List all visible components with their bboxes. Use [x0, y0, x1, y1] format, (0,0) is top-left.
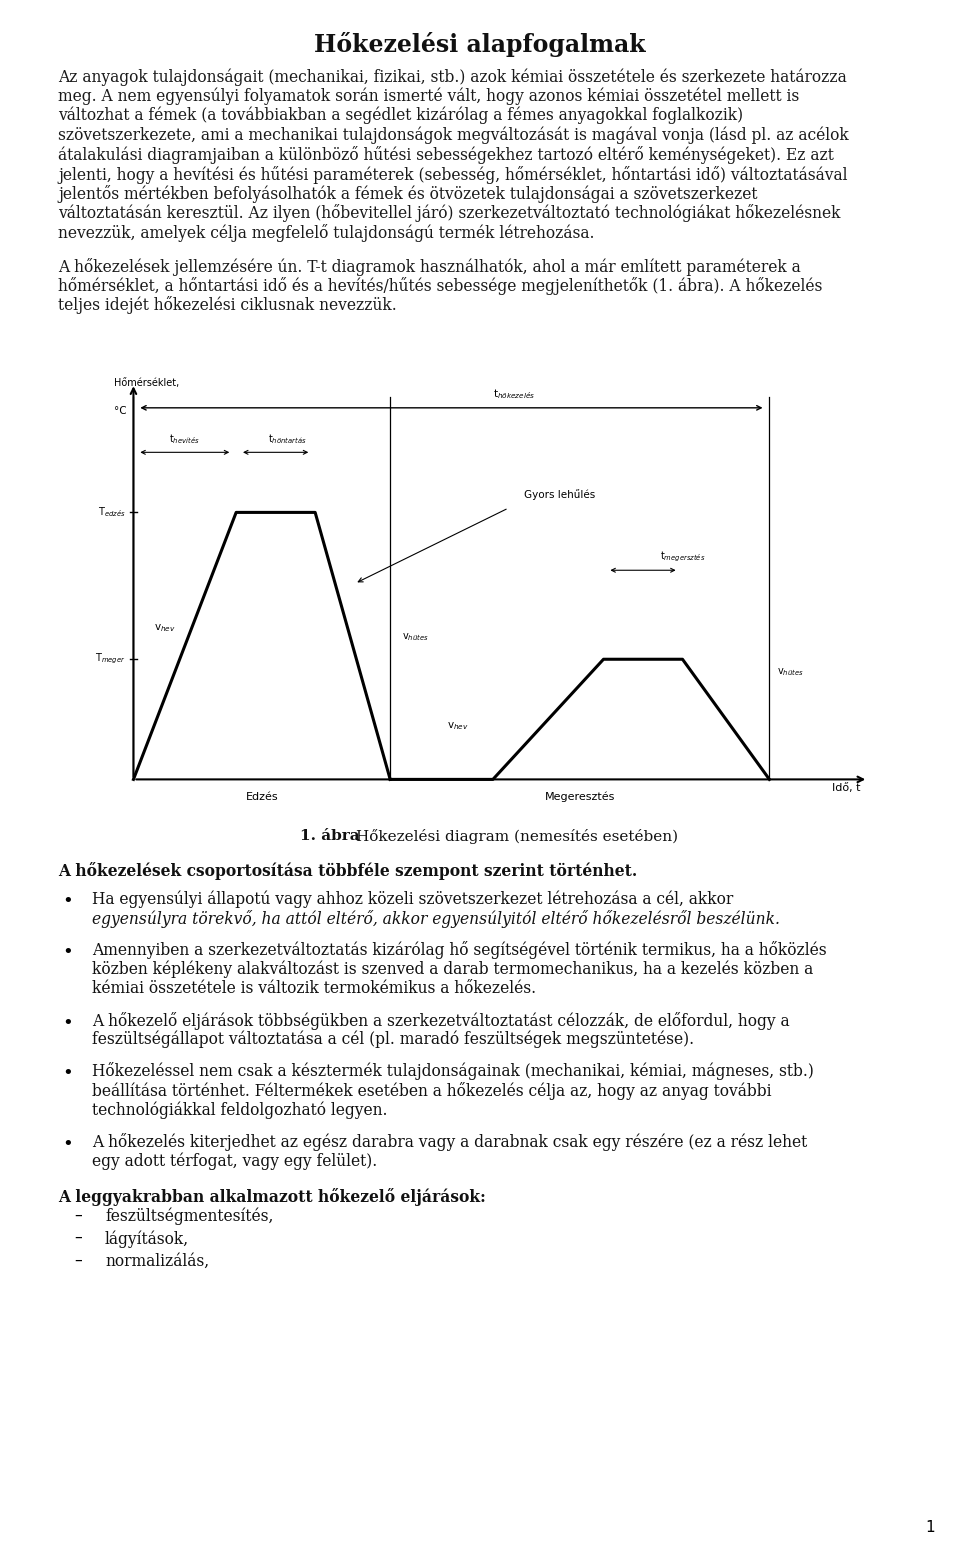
- Text: T$_{meger}$: T$_{meger}$: [95, 652, 126, 666]
- Text: t$_{hökezelés}$: t$_{hökezelés}$: [493, 387, 536, 401]
- Text: egy adott térfogat, vagy egy felület).: egy adott térfogat, vagy egy felület).: [92, 1152, 377, 1169]
- Text: hőmérséklet, a hőntartási idő és a hevítés/hűtés sebessége megjeleníthetők (1. á: hőmérséklet, a hőntartási idő és a hevít…: [58, 276, 823, 295]
- Text: feszültségmentesítés,: feszültségmentesítés,: [105, 1208, 274, 1225]
- Text: 1. ábra: 1. ábra: [300, 829, 360, 843]
- Text: jelenti, hogy a hevítési és hűtési paraméterek (sebesség, hőmérséklet, hőntartás: jelenti, hogy a hevítési és hűtési param…: [58, 166, 848, 183]
- Text: nevezzük, amelyek célja megfelelő tulajdonságú termék létrehozása.: nevezzük, amelyek célja megfelelő tulajd…: [58, 224, 594, 242]
- Text: A hőkezelés kiterjedhet az egész darabra vagy a darabnak csak egy részére (ez a : A hőkezelés kiterjedhet az egész darabra…: [92, 1134, 807, 1151]
- Text: 1: 1: [925, 1520, 935, 1534]
- Text: beállítása történhet. Féltermékek esetében a hőkezelés célja az, hogy az anyag t: beállítása történhet. Féltermékek esetéb…: [92, 1082, 772, 1100]
- Text: Hőmérséklet,: Hőmérséklet,: [113, 377, 179, 388]
- Text: v$_{hev}$: v$_{hev}$: [155, 623, 176, 634]
- Text: A leggyakrabban alkalmazott hőkezelő eljárások:: A leggyakrabban alkalmazott hőkezelő elj…: [58, 1188, 486, 1207]
- Text: –: –: [74, 1208, 82, 1222]
- Text: t$_{hevítés}$: t$_{hevítés}$: [170, 432, 200, 446]
- Text: Az anyagok tulajdonságait (mechanikai, fizikai, stb.) azok kémiai összetétele és: Az anyagok tulajdonságait (mechanikai, f…: [58, 68, 847, 85]
- Text: •: •: [62, 891, 73, 910]
- Text: °C: °C: [113, 405, 127, 416]
- Text: teljes idejét hőkezelési ciklusnak nevezzük.: teljes idejét hőkezelési ciklusnak nevez…: [58, 297, 396, 315]
- Text: technológiákkal feldolgozható legyen.: technológiákkal feldolgozható legyen.: [92, 1101, 388, 1120]
- Text: –: –: [74, 1230, 82, 1246]
- Text: t$_{höntartás}$: t$_{höntartás}$: [268, 432, 307, 446]
- Text: Idő, t: Idő, t: [831, 783, 860, 794]
- Text: jelentős mértékben befolyásolhatók a fémek és ötvözetek tulajdonságai a szövetsz: jelentős mértékben befolyásolhatók a fém…: [58, 185, 757, 203]
- Text: lágyítások,: lágyítások,: [105, 1230, 189, 1247]
- Text: Megeresztés: Megeresztés: [544, 790, 615, 801]
- Text: normalizálás,: normalizálás,: [105, 1253, 209, 1269]
- Text: meg. A nem egyensúlyi folyamatok során ismerté vált, hogy azonos kémiai összetét: meg. A nem egyensúlyi folyamatok során i…: [58, 87, 800, 106]
- Text: Gyors lehűlés: Gyors lehűlés: [524, 489, 596, 500]
- Text: Edzés: Edzés: [246, 792, 278, 801]
- Text: T$_{edzés}$: T$_{edzés}$: [98, 505, 126, 519]
- Text: v$_{hev}$: v$_{hev}$: [446, 721, 468, 731]
- Text: feszültségállapot változtatása a cél (pl. maradó feszültségek megszüntetése).: feszültségállapot változtatása a cél (pl…: [92, 1031, 694, 1048]
- Text: t$_{megersztés}$: t$_{megersztés}$: [660, 550, 706, 564]
- Text: •: •: [62, 1064, 73, 1082]
- Text: A hőkezelő eljárások többségükben a szerkezetváltoztatást célozzák, de előfordul: A hőkezelő eljárások többségükben a szer…: [92, 1011, 790, 1030]
- Text: változhat a fémek (a továbbiakban a segédlet kizárólag a fémes anyagokkal foglal: változhat a fémek (a továbbiakban a segé…: [58, 107, 743, 124]
- Text: •: •: [62, 1014, 73, 1031]
- Text: v$_{hütes}$: v$_{hütes}$: [778, 666, 804, 679]
- Text: egyensúlyra törekvő, ha attól eltérő, akkor egyensúlyitól eltérő hőkezelésről be: egyensúlyra törekvő, ha attól eltérő, ak…: [92, 910, 780, 927]
- Text: •: •: [62, 1135, 73, 1152]
- Text: Hőkezeléssel nem csak a késztermék tulajdonságainak (mechanikai, kémiai, mágnese: Hőkezeléssel nem csak a késztermék tulaj…: [92, 1062, 814, 1081]
- Text: Hőkezelési diagram (nemesítés esetében): Hőkezelési diagram (nemesítés esetében): [356, 829, 678, 843]
- Text: Hőkezelési alapfogalmak: Hőkezelési alapfogalmak: [314, 33, 646, 57]
- Text: A hőkezelések jellemzésére ún. T-t diagramok használhatók, ahol a már említett p: A hőkezelések jellemzésére ún. T-t diagr…: [58, 258, 801, 275]
- Text: Amennyiben a szerkezetváltoztatás kizárólag hő segítségével történik termikus, h: Amennyiben a szerkezetváltoztatás kizáró…: [92, 941, 827, 960]
- Text: Ha egyensúlyi állapotú vagy ahhoz közeli szövetszerkezet létrehozása a cél, akko: Ha egyensúlyi állapotú vagy ahhoz közeli…: [92, 890, 733, 907]
- Text: v$_{hütes}$: v$_{hütes}$: [402, 631, 429, 643]
- Text: –: –: [74, 1253, 82, 1267]
- Text: változtatásán keresztül. Az ilyen (hőbevitellel járó) szerkezetváltoztató techno: változtatásán keresztül. Az ilyen (hőbev…: [58, 205, 841, 222]
- Text: átalakulási diagramjaiban a különböző hűtési sebességekhez tartozó eltérő kemény: átalakulási diagramjaiban a különböző hű…: [58, 146, 834, 165]
- Text: •: •: [62, 943, 73, 961]
- Text: A hőkezelések csoportosítása többféle szempont szerint történhet.: A hőkezelések csoportosítása többféle sz…: [58, 862, 637, 881]
- Text: szövetszerkezete, ami a mechanikai tulajdonságok megváltozását is magával vonja : szövetszerkezete, ami a mechanikai tulaj…: [58, 126, 849, 144]
- Text: közben képlékeny alakváltozást is szenved a darab termomechanikus, ha a kezelés : közben képlékeny alakváltozást is szenve…: [92, 960, 813, 978]
- Text: kémiai összetétele is változik termokémikus a hőkezelés.: kémiai összetétele is változik termokémi…: [92, 980, 536, 997]
